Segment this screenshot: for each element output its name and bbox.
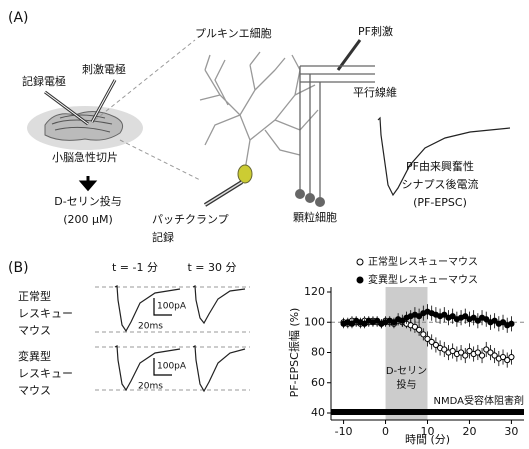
- purkinje-label: プルキンエ細胞: [195, 27, 272, 40]
- granule-cell: [315, 197, 325, 207]
- bar-label: NMDA受容体阻害剤: [434, 394, 524, 407]
- x-tick-label: 30: [504, 425, 518, 438]
- zoom-line: [120, 140, 200, 180]
- granule-cell: [305, 193, 315, 203]
- point: [417, 327, 422, 332]
- legend-label: 正常型レスキューマウス: [368, 255, 478, 268]
- y-tick-label: 120: [304, 285, 325, 298]
- dserine-label: D-セリン投与: [54, 194, 121, 208]
- group-label: 変異型: [18, 349, 51, 363]
- zoom-line: [95, 40, 195, 120]
- scale-label: 20ms: [138, 382, 163, 392]
- y-tick-label: 80: [311, 346, 325, 359]
- x-tick-label: -10: [335, 425, 353, 438]
- patch-label: パッチクランプ: [152, 213, 229, 226]
- trace: [193, 286, 245, 323]
- slice: [45, 111, 123, 140]
- point: [509, 354, 514, 359]
- y-axis-label: PF-EPSC振幅 (%): [287, 308, 301, 398]
- slice-label: 小脳急性切片: [52, 150, 118, 164]
- group-label: レスキュー: [18, 367, 73, 380]
- dserine-conc: (200 μM): [63, 213, 113, 226]
- epsc-label: PF由来興奮性: [406, 159, 474, 173]
- figure: (A) 記録電極 刺激電極 小脳急性切片 D-セリン投与 (200 μM) プル…: [0, 0, 529, 449]
- group-label: レスキュー: [18, 307, 73, 320]
- pf-stim-label: PF刺激: [358, 24, 393, 38]
- time-label: t = 30 分: [187, 261, 236, 274]
- rec-electrode-label: 記録電極: [22, 74, 66, 88]
- y-tick-label: 40: [311, 406, 325, 419]
- arrow: [82, 176, 94, 189]
- shade: [386, 287, 428, 420]
- epsc-label-3: (PF-EPSC): [413, 196, 467, 209]
- point: [421, 332, 426, 337]
- legend-marker: [357, 277, 363, 283]
- parallel-fiber-label: 平行線維: [353, 85, 397, 99]
- y-tick-label: 100: [304, 315, 325, 328]
- stim-electrode-label: 刺激電極: [82, 62, 126, 76]
- time-label: t = -1 分: [112, 261, 158, 274]
- granule-cell: [295, 189, 305, 199]
- x-tick-label: 20: [462, 425, 476, 438]
- point: [509, 321, 514, 326]
- y-tick-label: 60: [311, 376, 325, 389]
- scale-label: 100pA: [157, 302, 187, 312]
- x-axis-label: 時間 (分): [405, 433, 450, 446]
- group-label: マウス: [18, 324, 51, 337]
- epsc-label-2: シナプス後電流: [402, 177, 479, 191]
- granule-label: 顆粒細胞: [293, 210, 337, 224]
- x-tick-label: 0: [382, 425, 389, 438]
- trace: [193, 346, 245, 391]
- point: [479, 353, 484, 358]
- point: [463, 353, 468, 358]
- shade-label: D-セリン: [386, 365, 427, 377]
- patch-pipette-inner: [205, 182, 242, 205]
- panel-label: (A): [8, 10, 29, 26]
- legend-marker: [357, 259, 363, 265]
- panel-label: (B): [8, 260, 29, 276]
- group-label: マウス: [18, 384, 51, 397]
- patch-label-2: 記録: [152, 230, 174, 244]
- scale-label: 100pA: [157, 362, 187, 372]
- soma: [238, 165, 252, 183]
- scale-label: 20ms: [138, 322, 163, 332]
- group-label: 正常型: [18, 289, 51, 303]
- legend-label: 変異型レスキューマウス: [368, 273, 478, 286]
- bar: [331, 409, 524, 415]
- shade-label: 投与: [397, 378, 417, 391]
- granule-axons: [300, 66, 320, 198]
